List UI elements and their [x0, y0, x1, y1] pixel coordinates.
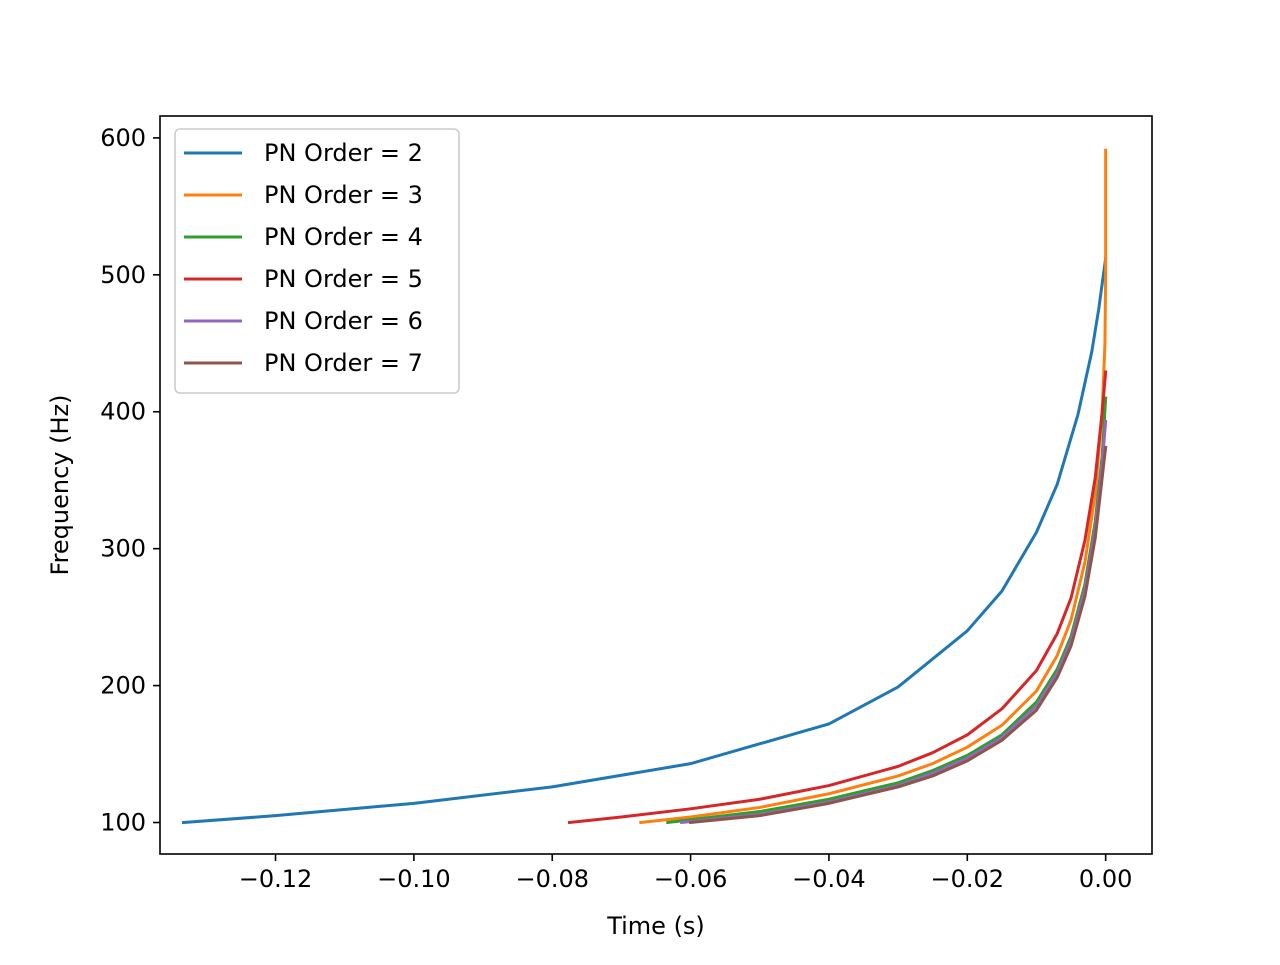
y-tick-label: 200	[100, 672, 146, 700]
y-tick-label: 400	[100, 398, 146, 426]
y-axis: 100 200 300 400 500 600	[100, 124, 160, 837]
legend-label-1: PN Order = 2	[264, 139, 423, 167]
x-axis: −0.12 −0.10 −0.08 −0.06 −0.04 −0.02 0.00	[239, 854, 1132, 893]
legend-label-5: PN Order = 6	[264, 307, 423, 335]
legend-label-4: PN Order = 5	[264, 265, 423, 293]
series-line-4	[567, 370, 1108, 825]
x-tick-label: −0.02	[931, 865, 1005, 893]
legend-label-3: PN Order = 4	[264, 223, 423, 251]
legend-label-2: PN Order = 3	[264, 181, 423, 209]
axes-frame	[159, 115, 1153, 855]
series-line-6	[688, 445, 1108, 825]
y-tick-label: 600	[100, 124, 146, 152]
y-axis-label: Frequency (Hz)	[46, 395, 74, 576]
y-tick-label: 500	[100, 261, 146, 289]
y-tick-label: 100	[100, 809, 146, 837]
legend-label-6: PN Order = 7	[264, 349, 423, 377]
legend-box	[174, 128, 460, 394]
y-tick-label: 300	[100, 535, 146, 563]
x-tick-label: −0.04	[792, 865, 866, 893]
series-line-1	[181, 256, 1108, 825]
x-tick-label: −0.08	[515, 865, 589, 893]
x-tick-label: −0.10	[377, 865, 451, 893]
plot-area	[159, 115, 1153, 855]
x-tick-label: −0.12	[239, 865, 313, 893]
legend: PN Order = 2 PN Order = 3 PN Order = 4 PN O…	[174, 128, 460, 394]
x-tick-label: −0.06	[654, 865, 728, 893]
x-tick-label: 0.00	[1079, 865, 1132, 893]
x-axis-label: Time (s)	[606, 912, 705, 940]
